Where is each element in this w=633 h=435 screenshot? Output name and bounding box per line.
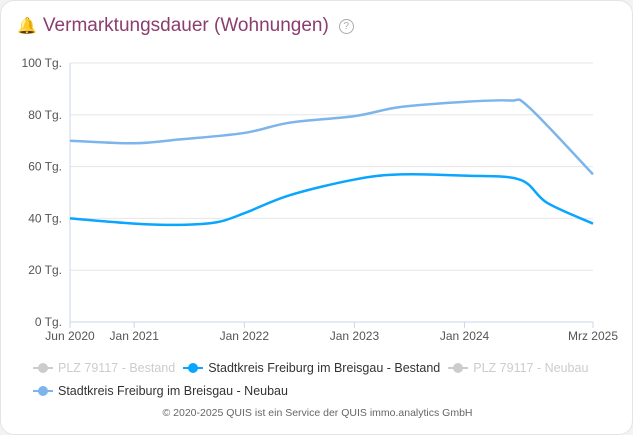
y-tick-label: 80 Tg. <box>28 108 62 122</box>
y-tick-label: 100 Tg. <box>22 56 62 70</box>
question-circle-icon[interactable]: ? <box>338 18 354 34</box>
x-tick-label: Jan 2024 <box>440 329 490 343</box>
chart-header: 🔔 Vermarktungsdauer (Wohnungen) ? <box>17 15 354 37</box>
legend-item[interactable]: PLZ 79117 - Neubau <box>448 357 588 379</box>
y-tick-label: 40 Tg. <box>28 211 62 225</box>
legend: PLZ 79117 - Bestand Stadtkreis Freiburg i… <box>33 357 613 403</box>
legend-item[interactable]: PLZ 79117 - Bestand <box>33 357 175 379</box>
legend-label: PLZ 79117 - Neubau <box>473 361 589 375</box>
copyright-footer: © 2020-2025 QUIS ist ein Service der QUI… <box>162 407 473 419</box>
y-tick-label: 60 Tg. <box>28 160 62 174</box>
x-tick-label: Mrz 2025 <box>568 329 618 343</box>
legend-label: Stadtkreis Freiburg im Breisgau - Bestan… <box>208 361 441 375</box>
y-tick-label: 20 Tg. <box>28 263 62 277</box>
chart-title: Vermarktungsdauer (Wohnungen) <box>42 15 329 36</box>
x-tick-label: Jan 2021 <box>110 329 160 343</box>
legend-marker-icon <box>448 363 469 373</box>
legend-label: Stadtkreis Freiburg im Breisgau - Neubau <box>58 384 288 398</box>
series-line <box>69 172 594 227</box>
legend-marker-icon <box>33 386 53 396</box>
series-line <box>69 98 594 176</box>
legend-label: PLZ 79117 - Bestand <box>58 361 176 375</box>
x-tick-label: Jun 2020 <box>45 329 95 343</box>
legend-item[interactable]: Stadtkreis Freiburg im Breisgau - Neubau <box>33 380 288 402</box>
legend-item[interactable]: Stadtkreis Freiburg im Breisgau - Bestan… <box>183 357 440 379</box>
y-tick-label: 0 Tg. <box>35 315 62 329</box>
chart-plot: 0 Tg. 20 Tg. 40 Tg. 60 Tg. 80 Tg. 100 Tg. Jun … <box>22 56 619 343</box>
legend-marker-icon <box>183 363 204 373</box>
bell-icon: 🔔 <box>17 18 37 35</box>
x-tick-label: Jan 2023 <box>330 329 380 343</box>
legend-marker-icon <box>33 363 53 373</box>
x-tick-label: Jan 2022 <box>220 329 270 343</box>
